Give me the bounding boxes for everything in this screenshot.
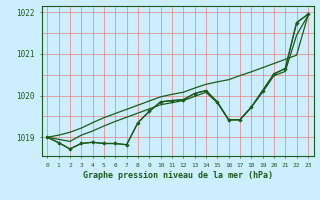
X-axis label: Graphe pression niveau de la mer (hPa): Graphe pression niveau de la mer (hPa): [83, 171, 273, 180]
